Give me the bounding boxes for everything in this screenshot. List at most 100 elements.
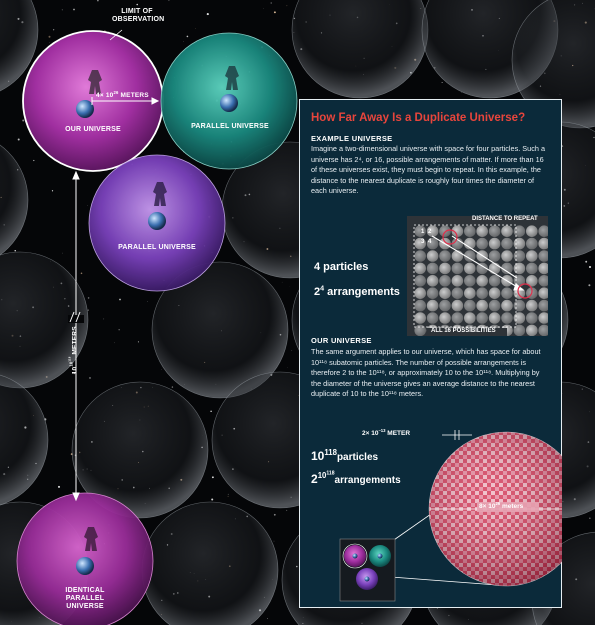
grid-universe-cell bbox=[488, 275, 501, 287]
grid-universe-cell bbox=[439, 299, 451, 312]
planck-label: 2× 10–13 METER bbox=[362, 428, 411, 437]
example-arr-word: arrangements bbox=[324, 286, 400, 298]
diameter-arrow bbox=[91, 97, 160, 105]
grid-universe-cell bbox=[414, 275, 426, 287]
grid-universe-cell bbox=[538, 287, 548, 299]
grid-universe-cell bbox=[488, 250, 501, 262]
grid-universe-cell bbox=[451, 225, 464, 237]
limit-observation-line2: OBSERVATION bbox=[112, 16, 165, 23]
our-arrangements: 210118arrangements bbox=[311, 471, 401, 486]
background-universe-bubble bbox=[71, 381, 209, 519]
example-arr-exp: 4 bbox=[320, 284, 325, 293]
parallel-universe-violet-bubble bbox=[88, 154, 226, 292]
parallel-universe-label-1: PARALLEL UNIVERSE bbox=[191, 123, 269, 130]
grid-universe-cell bbox=[513, 324, 526, 336]
sphere-label-exp: 26 bbox=[495, 500, 501, 506]
grid-universe-cell bbox=[464, 262, 476, 275]
grid-universe-cell bbox=[476, 262, 488, 275]
grid-universe-cell bbox=[439, 275, 451, 287]
grid-universe-cell bbox=[488, 299, 501, 312]
grid-universe-cell bbox=[501, 287, 513, 299]
example-heading: EXAMPLE UNIVERSE bbox=[311, 134, 393, 143]
grid-universe-cell bbox=[513, 312, 526, 324]
explanation-panel: How Far Away Is a Duplicate Universe? EX… bbox=[299, 99, 562, 608]
grid-universe-cell bbox=[464, 225, 476, 237]
grid-universe-cell bbox=[426, 237, 439, 250]
our-universe-text: The same argument applies to our univers… bbox=[311, 347, 541, 398]
identical-line1: IDENTICAL bbox=[65, 587, 105, 594]
planck-unit: METER bbox=[385, 430, 411, 437]
grid-universe-cell bbox=[464, 275, 476, 287]
grid-universe-cell bbox=[414, 262, 426, 275]
grid-universe-cell bbox=[526, 324, 538, 336]
grid-universe-cell bbox=[426, 312, 439, 324]
grid-universe-cell bbox=[476, 225, 488, 237]
grid-num-3: 3 bbox=[421, 239, 425, 245]
our-arr-word: arrangements bbox=[334, 475, 401, 486]
our-arr-exp1: 10 bbox=[317, 471, 327, 480]
grid-universe-cell bbox=[451, 250, 464, 262]
grid-universe-cell bbox=[414, 312, 426, 324]
grid-universe-cell bbox=[501, 237, 513, 250]
grid-universe-cell bbox=[476, 299, 488, 312]
grid-universe-cell bbox=[476, 237, 488, 250]
background-universe-bubble bbox=[151, 261, 289, 399]
grid-universe-cell bbox=[414, 225, 426, 237]
distance-exp1: 10 bbox=[69, 361, 75, 367]
grid-universe-cell bbox=[488, 237, 501, 250]
grid-universe-cell bbox=[488, 225, 501, 237]
grid-universe-cell bbox=[538, 299, 548, 312]
panel-title: How Far Away Is a Duplicate Universe? bbox=[311, 112, 526, 124]
grid-universe-cell bbox=[526, 312, 538, 324]
grid-universe-cell bbox=[464, 287, 476, 299]
planck-base: 2× 10 bbox=[362, 430, 379, 437]
background-universe-bubble bbox=[0, 0, 39, 92]
grid-universe-cell bbox=[451, 312, 464, 324]
grid-universe-cell bbox=[513, 250, 526, 262]
grid-universe-cell bbox=[426, 287, 439, 299]
grid-universe-cell bbox=[426, 262, 439, 275]
grid-universe-cell bbox=[538, 262, 548, 275]
grid-universe-cell bbox=[476, 287, 488, 299]
our-particles-exp: 118 bbox=[324, 448, 337, 457]
grid-universe-cell bbox=[488, 262, 501, 275]
grid-universe-cell bbox=[538, 275, 548, 287]
grid-bottom-label: ALL 16 POSSIBILITIES bbox=[431, 328, 496, 334]
parallel-universe-teal-bubble bbox=[160, 32, 298, 170]
grid-universe-cell bbox=[451, 262, 464, 275]
grid-universe-cell bbox=[526, 299, 538, 312]
grid-universe-cell bbox=[526, 250, 538, 262]
our-particles: 10118particles bbox=[311, 449, 378, 463]
grid-universe-cell bbox=[426, 299, 439, 312]
our-particles-word: particles bbox=[336, 452, 379, 463]
grid-top-label: DISTANCE TO REPEAT bbox=[472, 216, 538, 222]
grid-universe-cell bbox=[451, 275, 464, 287]
example-text: Imagine a two-dimensional universe with … bbox=[311, 144, 546, 195]
distance-label: 1010118 METERS bbox=[68, 305, 80, 395]
parallel-universe-label-2: PARALLEL UNIVERSE bbox=[118, 244, 196, 251]
example-arrangements: 24 arrangements bbox=[314, 284, 400, 298]
grid-universe-cell bbox=[501, 299, 513, 312]
diameter-exp: 26 bbox=[113, 89, 119, 95]
our-arr-base: 2 bbox=[311, 472, 318, 486]
grid-num-1: 1 bbox=[421, 229, 425, 235]
grid-universe-cell bbox=[501, 312, 513, 324]
grid-universe-cell bbox=[476, 275, 488, 287]
our-particles-base: 10 bbox=[311, 449, 325, 463]
distance-exp2: 118 bbox=[68, 356, 72, 362]
grid-universe-cell bbox=[414, 287, 426, 299]
limit-observation-leader bbox=[109, 29, 123, 41]
possibilities-grid bbox=[407, 216, 548, 336]
grid-universe-cell bbox=[439, 225, 451, 237]
grid-universe-cell bbox=[538, 312, 548, 324]
distance-unit: METERS bbox=[71, 326, 79, 357]
grid-universe-cell bbox=[513, 262, 526, 275]
example-particles: 4 particles bbox=[314, 261, 369, 273]
grid-universe-cell bbox=[501, 250, 513, 262]
sphere-diameter-label: 8× 1026 meters bbox=[479, 500, 523, 510]
grid-universe-cell bbox=[488, 312, 501, 324]
grid-universe-cell bbox=[488, 287, 501, 299]
background-universe-bubble bbox=[0, 374, 49, 506]
grid-universe-cell bbox=[414, 237, 426, 250]
